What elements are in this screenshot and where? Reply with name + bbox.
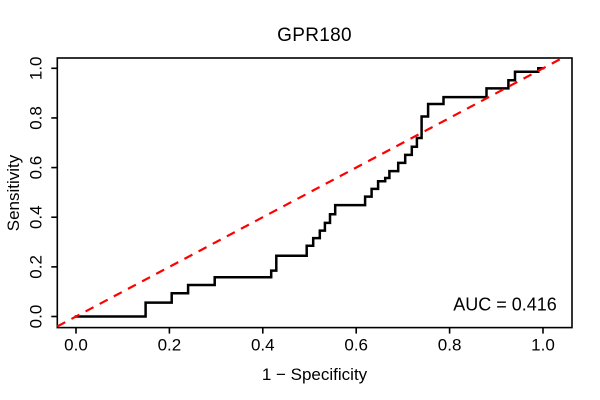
x-tick-label: 1.0: [531, 336, 555, 355]
x-tick-label: 0.8: [438, 336, 462, 355]
y-tick-label: 0.2: [26, 255, 45, 279]
x-tick-label: 0.4: [251, 336, 275, 355]
y-tick-label: 1.0: [26, 56, 45, 80]
y-tick-label: 0.0: [26, 305, 45, 329]
x-tick-label: 0.6: [344, 336, 368, 355]
y-axis-label: Sensitivity: [4, 154, 23, 232]
x-axis-label: 1 − Specificity: [261, 365, 368, 384]
y-tick-label: 0.6: [26, 156, 45, 180]
y-tick-label: 0.4: [26, 205, 45, 229]
x-tick-label: 0.2: [158, 336, 182, 355]
chance-diagonal-line: [56, 57, 563, 328]
roc-curve-line: [74, 67, 545, 318]
chart-title: GPR180: [277, 25, 352, 46]
x-tick-label: 0.0: [64, 336, 88, 355]
plot-box: [56, 57, 573, 329]
auc-annotation: AUC = 0.416: [453, 294, 557, 315]
y-tick-label: 0.8: [26, 106, 45, 130]
